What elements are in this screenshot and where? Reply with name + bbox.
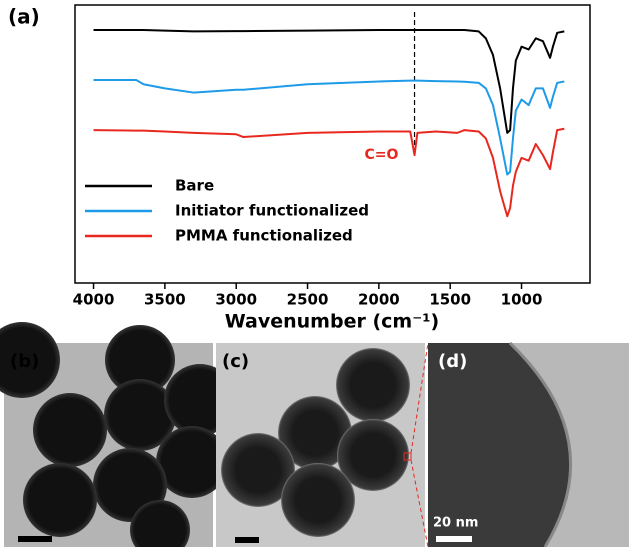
legend-label: Bare xyxy=(175,177,214,195)
spectrum-line xyxy=(93,29,565,134)
x-tick-label: 2500 xyxy=(287,291,329,309)
tem-image-c xyxy=(216,343,425,547)
tem-image-d xyxy=(410,341,629,548)
x-tick-label: 4000 xyxy=(73,291,115,309)
x-tick-label: 2000 xyxy=(358,291,400,309)
x-axis-label: Wavenumber (cm⁻¹) xyxy=(225,311,439,333)
legend-label: PMMA functionalized xyxy=(175,227,353,245)
panel-label: (c) xyxy=(222,351,249,372)
x-tick-label: 3000 xyxy=(215,291,257,309)
scale-bar-label: 20 nm xyxy=(433,516,478,531)
x-tick-label: 3500 xyxy=(144,291,186,309)
spectrum-line xyxy=(93,79,565,176)
panel-label: (d) xyxy=(438,351,467,372)
x-tick-label: 1500 xyxy=(429,291,471,309)
panel-label: (a) xyxy=(8,5,40,29)
panel-label: (b) xyxy=(10,351,39,372)
legend-label: Initiator functionalized xyxy=(175,202,369,220)
x-tick-label: 1000 xyxy=(501,291,543,309)
spectrum-line xyxy=(93,127,565,218)
annotation: C=O xyxy=(365,147,399,163)
plot-frame xyxy=(74,4,591,284)
